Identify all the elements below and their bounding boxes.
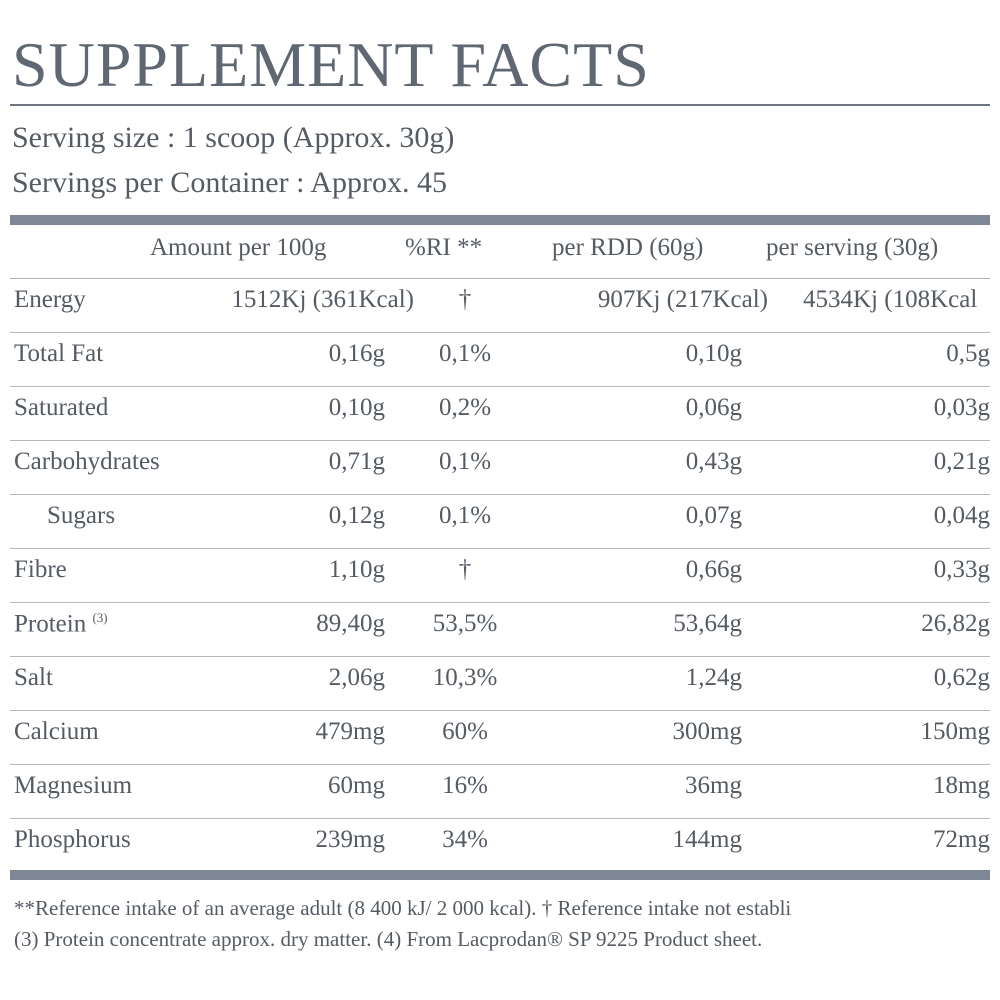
row-line: [10, 494, 990, 495]
row-label: Sugars: [47, 502, 116, 529]
column-header: per RDD (60g): [552, 234, 704, 261]
row-label: Protein (3): [14, 610, 108, 638]
divider: [10, 104, 990, 106]
cell-value: 0,1%: [438, 502, 492, 529]
divider: [10, 215, 990, 225]
cell-value: 0,10g: [685, 340, 742, 367]
column-header: per serving (30g): [766, 234, 939, 261]
row-label: Phosphorus: [14, 826, 131, 853]
cell-value: 72mg: [933, 826, 990, 853]
cell-value: 53,64g: [673, 610, 742, 637]
row-label: Total Fat: [14, 340, 104, 367]
cell-value: 89,40g: [316, 610, 385, 637]
row-line: [10, 386, 990, 387]
row-label: Saturated: [14, 394, 109, 421]
row-label: Magnesium: [14, 772, 133, 799]
cell-value: 239mg: [315, 826, 385, 853]
footnote: (3) Protein concentrate approx. dry matt…: [14, 927, 763, 951]
cell-value: 0,16g: [328, 340, 385, 367]
cell-value: 907Kj (217Kcal): [597, 286, 768, 313]
cell-value: 144mg: [672, 826, 742, 853]
divider: [10, 870, 990, 880]
cell-value: 0,06g: [685, 394, 742, 421]
cell-value: 18mg: [933, 772, 990, 799]
cell-value: 0,2%: [438, 394, 492, 421]
row-line: [10, 548, 990, 549]
row-label: Energy: [14, 286, 86, 313]
cell-value: 150mg: [920, 718, 990, 745]
cell-value: 0,62g: [933, 664, 990, 691]
cell-value: 1512Kj (361Kcal): [231, 286, 414, 313]
cell-value: 0,12g: [328, 502, 385, 529]
column-header: Amount per 100g: [150, 234, 327, 261]
cell-value: 0,21g: [933, 448, 990, 475]
cell-value: 2,06g: [328, 664, 385, 691]
cell-value: 26,82g: [921, 610, 990, 637]
footnote-ref: (3): [92, 610, 108, 625]
cell-value: 60mg: [328, 772, 385, 799]
cell-value: 0,1%: [438, 448, 492, 475]
cell-value: 0,10g: [328, 394, 385, 421]
cell-value: 34%: [442, 826, 488, 853]
row-line: [10, 710, 990, 711]
column-header: %RI **: [405, 234, 483, 261]
cell-value: 0,71g: [328, 448, 385, 475]
cell-value: 479mg: [315, 718, 385, 745]
title: SUPPLEMENT FACTS: [12, 29, 650, 100]
cell-value: 0,43g: [685, 448, 742, 475]
cell-value: 4534Kj (108Kcal: [803, 286, 978, 313]
row-line: [10, 332, 990, 333]
row-line: [10, 602, 990, 603]
row-label: Calcium: [14, 718, 99, 745]
row-line: [10, 818, 990, 819]
cell-value: 0,04g: [933, 502, 990, 529]
cell-value: †: [458, 556, 472, 583]
footnote: **Reference intake of an average adult (…: [14, 896, 792, 920]
cell-value: 300mg: [672, 718, 742, 745]
row-label: Carbohydrates: [14, 448, 160, 475]
cell-value: 0,07g: [685, 502, 742, 529]
row-line: [10, 764, 990, 765]
cell-value: 0,1%: [438, 340, 492, 367]
row-label: Salt: [14, 664, 53, 691]
cell-value: 0,33g: [933, 556, 990, 583]
cell-value: 16%: [442, 772, 488, 799]
row-line: [10, 656, 990, 657]
cell-value: †: [458, 286, 472, 313]
cell-value: 0,03g: [933, 394, 990, 421]
cell-value: 1,10g: [328, 556, 385, 583]
row-label: Fibre: [14, 556, 67, 583]
cell-value: 0,66g: [685, 556, 742, 583]
cell-value: 60%: [442, 718, 488, 745]
cell-value: 36mg: [685, 772, 742, 799]
cell-value: 0,5g: [946, 340, 990, 367]
servings-per-container: Servings per Container : Approx. 45: [12, 166, 447, 199]
cell-value: 1,24g: [685, 664, 742, 691]
cell-value: 10,3%: [432, 664, 498, 691]
cell-value: 53,5%: [432, 610, 498, 637]
serving-size: Serving size : 1 scoop (Approx. 30g): [12, 121, 455, 154]
row-line: [10, 278, 990, 279]
row-line: [10, 440, 990, 441]
